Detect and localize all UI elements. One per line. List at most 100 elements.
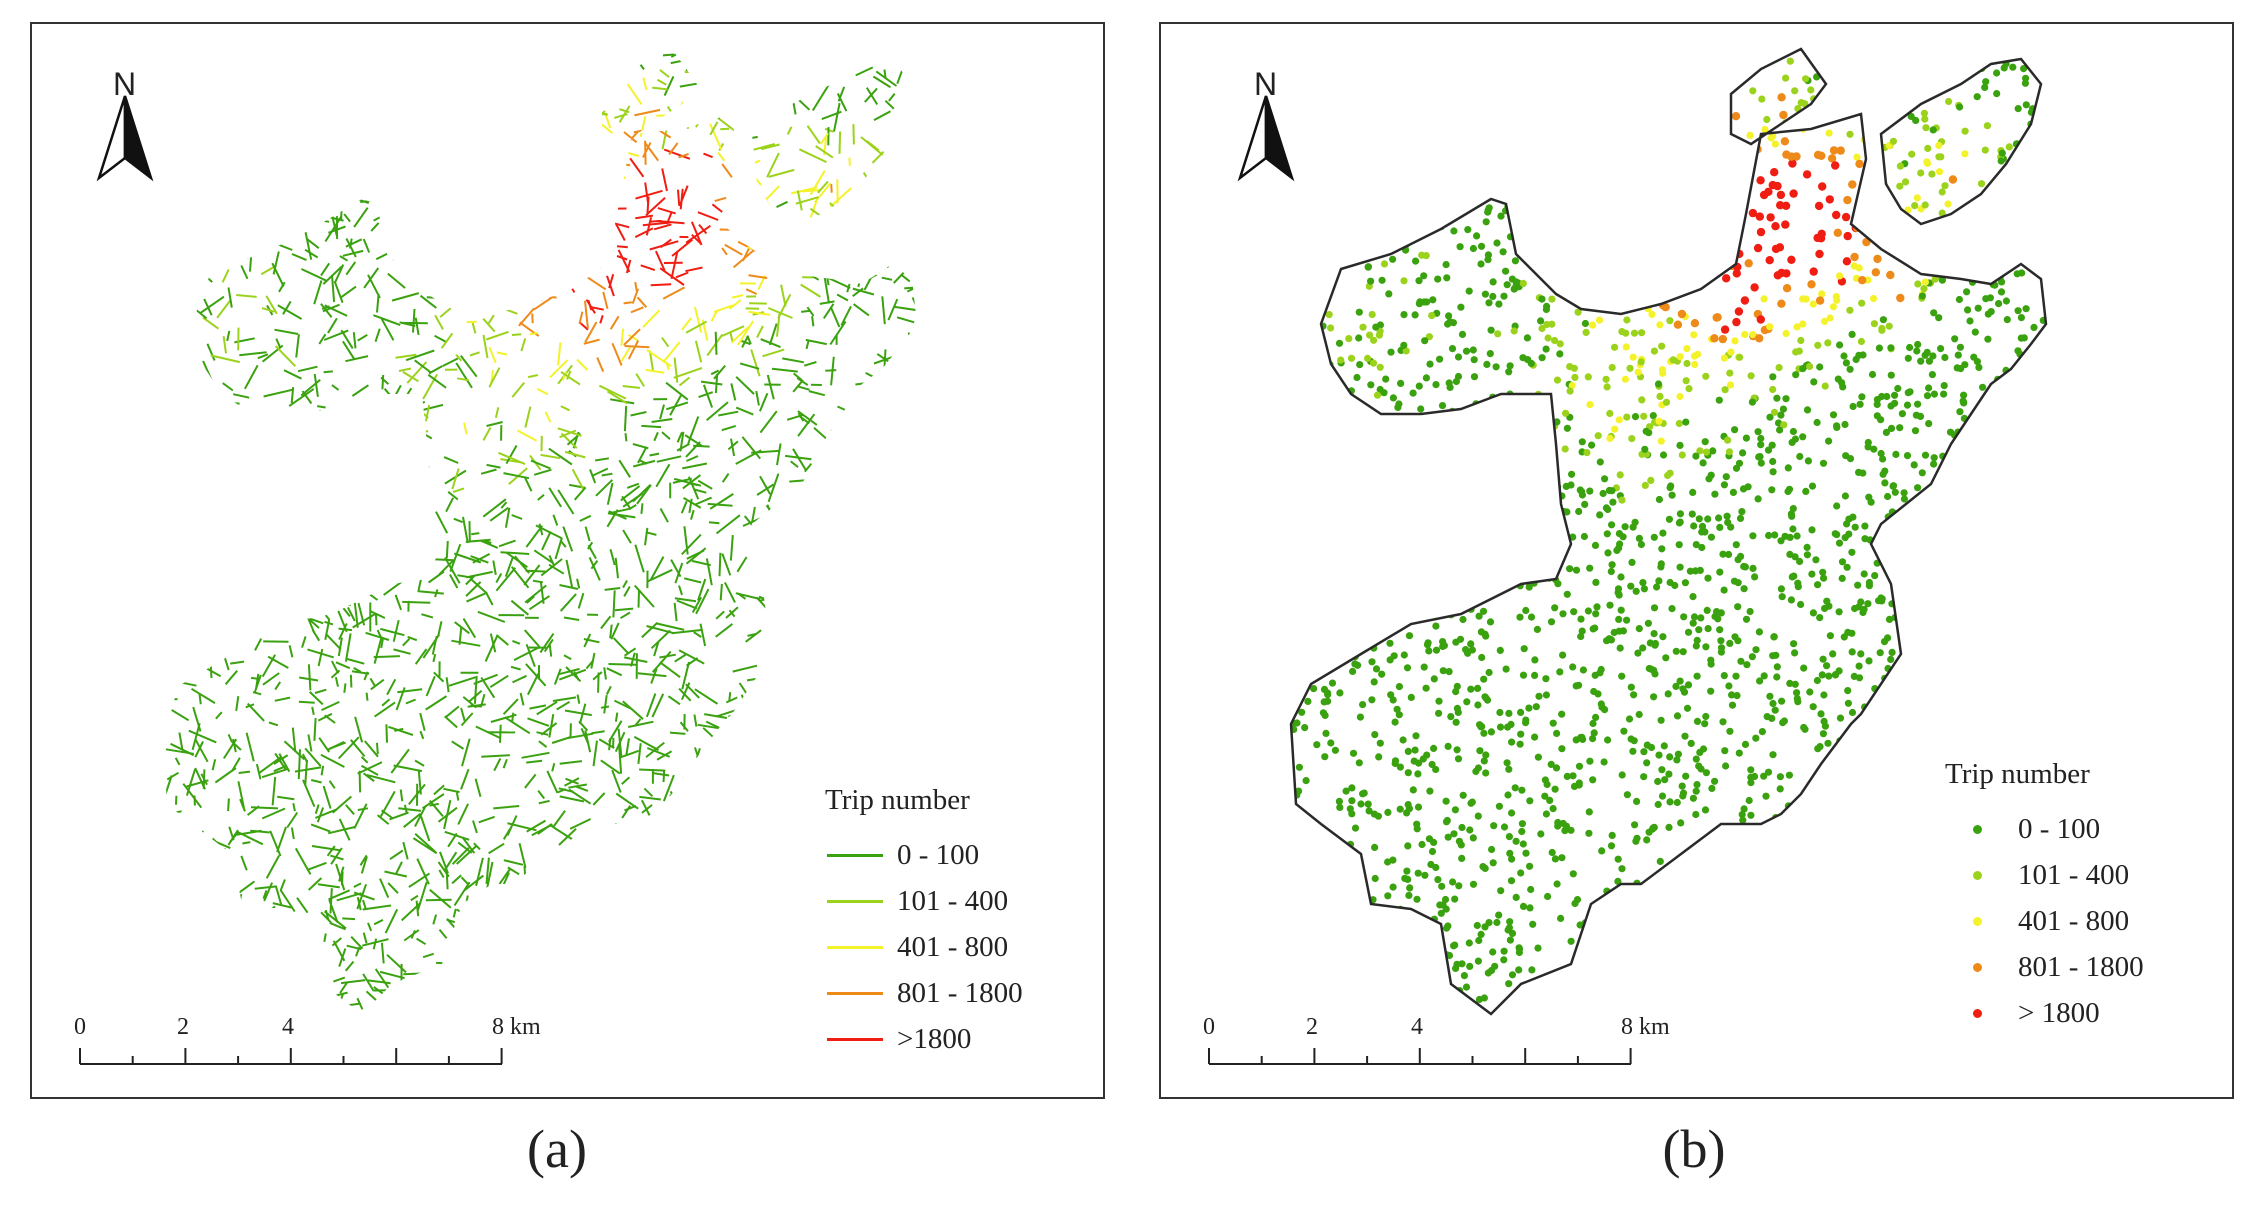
street-segment <box>240 502 255 513</box>
trip-point <box>1971 468 1979 476</box>
trip-point <box>1955 295 1963 304</box>
street-segment <box>440 255 453 269</box>
trip-point <box>1348 797 1356 805</box>
street-segment <box>645 693 657 718</box>
trip-point <box>1547 448 1555 456</box>
trip-point <box>1483 58 1492 66</box>
trip-point <box>1767 134 1775 142</box>
trip-point <box>1826 833 1834 841</box>
trip-point <box>1771 140 1779 148</box>
street-segment <box>606 997 635 1004</box>
street-segment <box>634 281 638 293</box>
trip-point <box>1862 101 1871 109</box>
street-segment <box>774 992 784 1013</box>
street-segment <box>857 226 876 239</box>
trip-point <box>1283 641 1290 648</box>
street-segment <box>788 228 816 235</box>
trip-point <box>1638 287 1647 297</box>
trip-point <box>1802 75 1810 83</box>
trip-point <box>1804 990 1812 998</box>
trip-point <box>1658 766 1666 774</box>
street-segment <box>386 529 399 543</box>
street-segment <box>622 700 644 720</box>
trip-point <box>1653 583 1661 591</box>
street-segment <box>586 995 594 1014</box>
trip-point <box>1376 363 1384 371</box>
street-segment <box>495 567 517 592</box>
street-segment <box>168 182 176 195</box>
street-segment <box>882 349 887 378</box>
trip-point <box>1408 579 1416 587</box>
trip-point <box>1711 777 1719 785</box>
street-segment <box>670 830 680 837</box>
street-segment <box>505 193 509 212</box>
trip-point <box>1566 239 1574 247</box>
trip-point <box>1558 710 1566 718</box>
street-segment <box>170 590 181 603</box>
trip-point <box>1968 629 1976 637</box>
street-segment <box>224 670 238 685</box>
trip-point <box>1338 142 1346 151</box>
street-segment <box>691 937 708 963</box>
street-segment <box>410 930 416 939</box>
street-segment <box>449 574 459 589</box>
street-segment <box>323 933 327 942</box>
street-segment <box>473 842 481 851</box>
trip-point <box>2040 567 2046 575</box>
street-segment <box>598 976 613 989</box>
street-segment <box>512 639 521 645</box>
street-segment <box>760 143 780 151</box>
street-segment <box>671 238 693 257</box>
trip-point <box>1670 869 1678 878</box>
trip-point <box>1480 729 1488 737</box>
street-segment <box>887 634 894 651</box>
street-segment <box>169 970 183 976</box>
trip-point <box>1784 464 1792 472</box>
trip-point <box>2038 729 2046 737</box>
street-segment <box>691 905 704 914</box>
trip-point <box>1824 86 1832 94</box>
trip-point <box>1432 622 1440 630</box>
trip-point <box>1681 732 1689 740</box>
street-segment <box>564 450 586 459</box>
street-segment <box>648 928 677 933</box>
street-segment <box>385 724 388 743</box>
trip-point <box>1860 605 1868 613</box>
trip-point <box>1384 808 1392 817</box>
trip-point <box>1323 50 1331 58</box>
trip-point <box>1693 636 1701 645</box>
street-segment <box>919 168 947 171</box>
trip-point <box>1441 895 1450 904</box>
street-segment <box>690 509 695 520</box>
trip-point <box>1558 55 1566 63</box>
trip-point <box>1483 442 1491 450</box>
street-segment <box>425 675 436 697</box>
street-segment <box>530 238 537 254</box>
trip-point <box>1357 251 1365 259</box>
street-segment <box>853 548 864 572</box>
street-segment <box>203 80 213 104</box>
street-segment <box>174 605 195 621</box>
trip-point <box>1279 798 1286 805</box>
trip-point <box>1863 991 1871 999</box>
street-segment <box>390 748 410 774</box>
street-segment <box>493 113 508 139</box>
street-segment <box>658 913 677 920</box>
trip-point <box>1370 596 1378 604</box>
trip-point <box>1872 157 1880 165</box>
trip-point <box>1760 772 1768 780</box>
street-segment <box>771 513 794 521</box>
trip-point <box>1955 675 1963 683</box>
street-segment <box>460 768 470 790</box>
trip-point <box>1650 604 1659 612</box>
street-segment <box>803 571 819 591</box>
trip-point <box>1298 877 1306 885</box>
street-segment <box>413 514 423 526</box>
trip-point <box>1334 930 1342 938</box>
trip-point <box>1375 913 1383 921</box>
street-segment <box>796 377 809 386</box>
street-segment <box>640 264 656 272</box>
street-segment <box>834 49 846 53</box>
trip-point <box>1926 532 1934 540</box>
street-segment <box>600 615 612 630</box>
